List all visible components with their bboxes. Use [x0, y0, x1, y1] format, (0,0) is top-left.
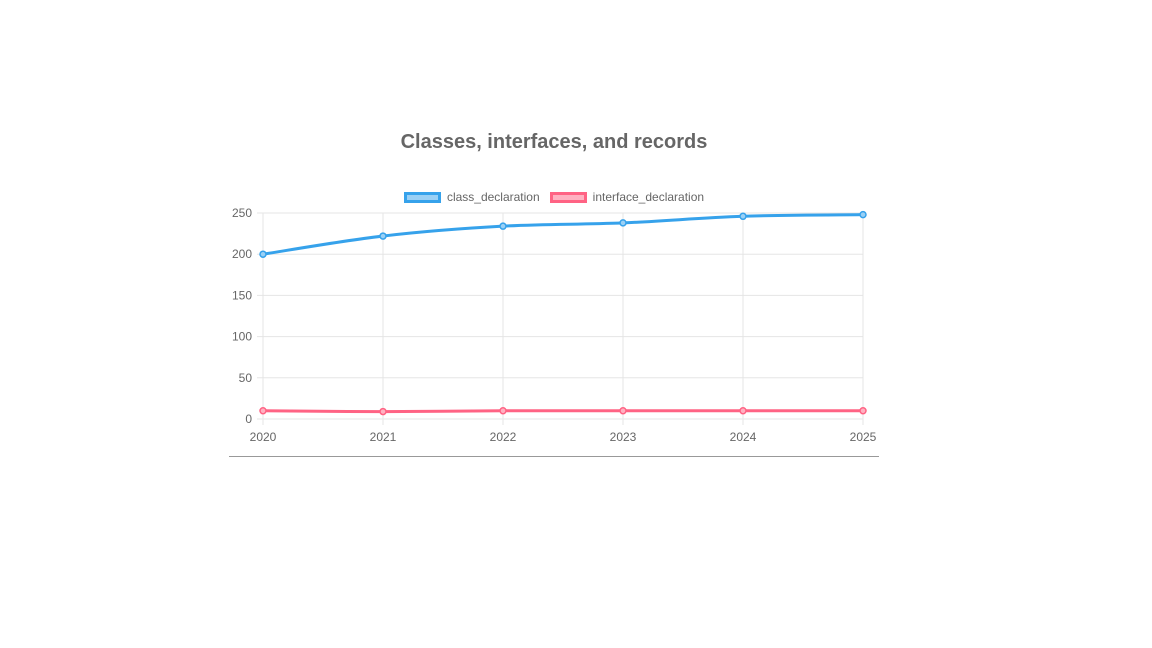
data-point-class-declaration[interactable] [379, 232, 387, 240]
legend-item-interface-declaration[interactable]: interface_declaration [549, 189, 705, 205]
x-tick-label: 2023 [610, 430, 637, 444]
chart-title: Classes, interfaces, and records [400, 131, 708, 153]
y-tick-label: 150 [232, 288, 252, 302]
x-axis-ticks: 2020 2021 2022 2023 2024 2025 [250, 430, 877, 444]
y-axis-ticks: 0 50 100 150 200 250 [232, 206, 252, 426]
data-point-class-declaration[interactable] [859, 210, 867, 219]
data-point-interface-declaration[interactable] [259, 407, 267, 415]
data-point-interface-declaration[interactable] [859, 407, 867, 415]
series-line-interface-declaration [261, 409, 865, 414]
data-point-class-declaration[interactable] [259, 250, 267, 258]
x-tick-label: 2021 [370, 430, 397, 444]
series-layer [259, 210, 867, 416]
data-point-interface-declaration[interactable] [739, 407, 747, 415]
legend-label-interface-declaration: interface_declaration [592, 190, 705, 204]
legend-item-class-declaration[interactable]: class_declaration [403, 189, 540, 205]
series-line-class-declaration [261, 213, 865, 256]
legend-swatch-class-declaration [403, 191, 441, 203]
data-point-class-declaration[interactable] [739, 212, 747, 221]
data-point-interface-declaration[interactable] [499, 407, 507, 415]
y-tick-label: 200 [232, 247, 252, 261]
y-tick-label: 50 [239, 371, 253, 385]
x-tick-label: 2022 [490, 430, 517, 444]
y-tick-label: 0 [245, 412, 252, 426]
data-point-class-declaration[interactable] [619, 219, 627, 227]
x-tick-label: 2020 [250, 430, 277, 444]
y-tick-label: 100 [232, 330, 252, 344]
legend-label-class-declaration: class_declaration [446, 190, 540, 204]
grid-lines [257, 212, 864, 425]
data-point-class-declaration[interactable] [499, 222, 507, 230]
x-tick-label: 2024 [730, 430, 757, 444]
y-tick-label: 250 [232, 206, 252, 220]
data-point-interface-declaration[interactable] [619, 407, 627, 415]
data-point-interface-declaration[interactable] [379, 407, 387, 416]
chart-bottom-divider [229, 456, 879, 457]
chart-legend: class_declaration interface_declaration [229, 189, 879, 205]
x-tick-label: 2025 [850, 430, 877, 444]
legend-swatch-interface-declaration [549, 191, 587, 203]
